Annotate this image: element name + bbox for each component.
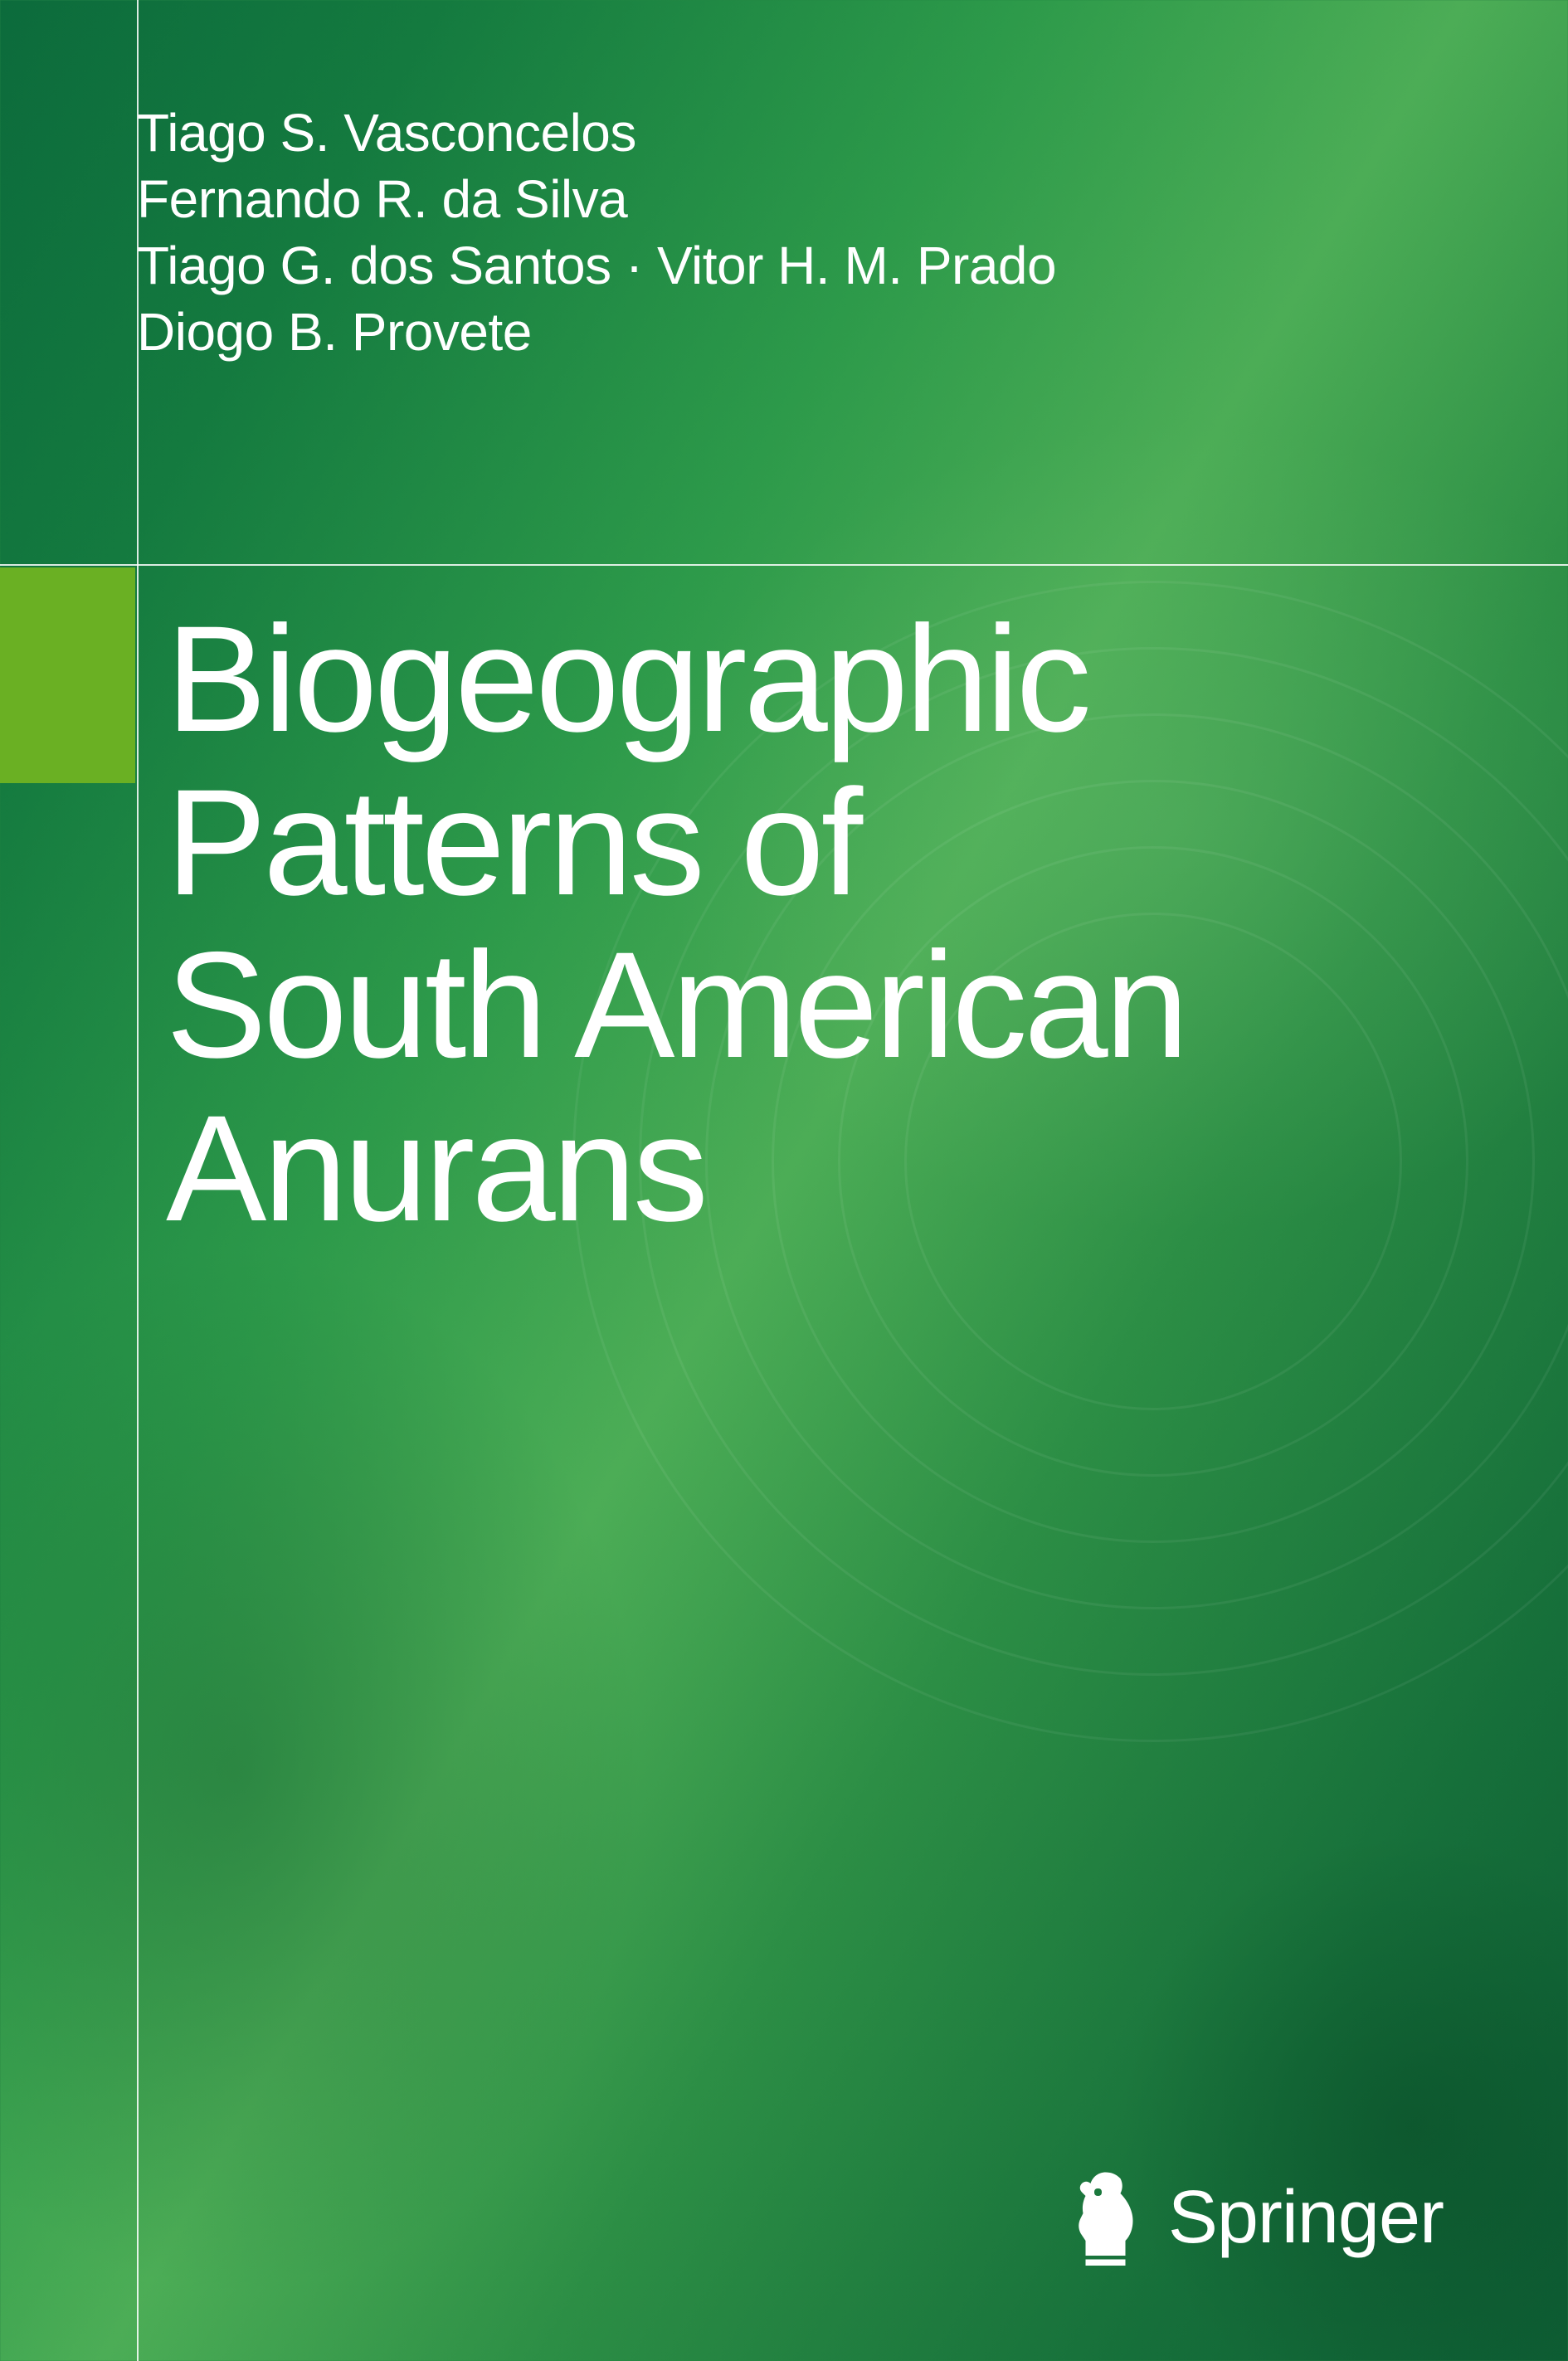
book-title: Biogeographic Patterns of South American… <box>166 597 1186 1249</box>
divider-horizontal <box>0 564 1568 566</box>
authors-block: Tiago S. Vasconcelos Fernando R. da Silv… <box>137 100 1056 365</box>
title-line-4: Anurans <box>166 1087 1186 1250</box>
title-line-1: Biogeographic <box>166 597 1186 761</box>
author-line-4: Diogo B. Provete <box>137 299 1056 365</box>
title-line-2: Patterns of <box>166 761 1186 924</box>
publisher-block: Springer <box>1066 2166 1444 2270</box>
springer-horse-icon <box>1066 2166 1145 2270</box>
author-line-1: Tiago S. Vasconcelos <box>137 100 1056 166</box>
author-line-2: Fernando R. da Silva <box>137 166 1056 232</box>
publisher-name: Springer <box>1168 2175 1444 2261</box>
title-line-3: South American <box>166 923 1186 1087</box>
author-line-3: Tiago G. dos Santos · Vitor H. M. Prado <box>137 232 1056 299</box>
accent-block <box>0 567 135 783</box>
